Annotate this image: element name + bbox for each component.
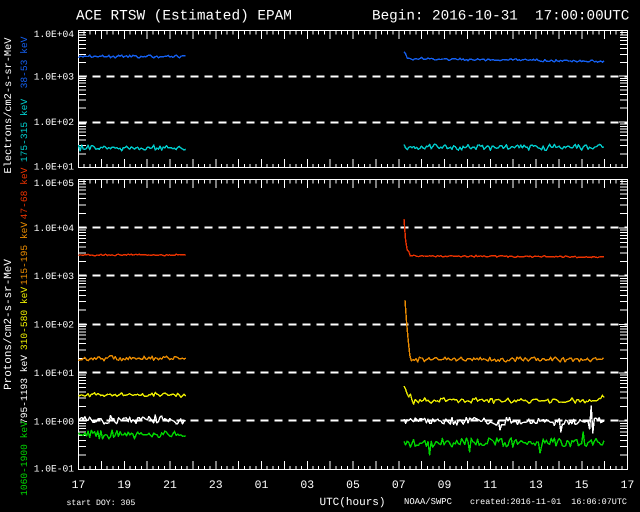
svg-text:05: 05 — [346, 480, 360, 492]
svg-text:38-53 keV: 38-53 keV — [19, 36, 30, 88]
svg-text:21: 21 — [163, 480, 177, 492]
svg-text:UTC(hours): UTC(hours) — [319, 497, 385, 509]
svg-text:11: 11 — [483, 480, 497, 492]
svg-text:1.0E-01: 1.0E-01 — [34, 464, 75, 475]
svg-text:1.0E+03: 1.0E+03 — [34, 271, 75, 282]
svg-text:1.0E+01: 1.0E+01 — [34, 161, 75, 172]
svg-text:23: 23 — [209, 480, 223, 492]
svg-text:19: 19 — [117, 480, 131, 492]
svg-text:NOAA/SWPC: NOAA/SWPC — [404, 497, 452, 507]
svg-text:Electrons/cm2-s-sr-MeV: Electrons/cm2-s-sr-MeV — [3, 37, 15, 174]
svg-text:start DOY: 305: start DOY: 305 — [67, 499, 136, 508]
svg-text:310-580 keV: 310-580 keV — [19, 287, 30, 351]
svg-text:1.0E+02: 1.0E+02 — [34, 117, 75, 128]
svg-text:1.0E+03: 1.0E+03 — [34, 72, 75, 83]
svg-text:03: 03 — [300, 480, 314, 492]
svg-text:17: 17 — [621, 480, 635, 492]
svg-text:created:2016-11-01 16:06:07UT: created:2016-11-01 16:06:07UTC — [470, 497, 627, 507]
svg-text:47-68 keV: 47-68 keV — [19, 167, 30, 219]
svg-text:1.0E+04: 1.0E+04 — [34, 29, 75, 40]
svg-text:795-1193 keV: 795-1193 keV — [19, 355, 30, 424]
svg-text:1.0E+04: 1.0E+04 — [34, 223, 75, 234]
svg-text:1.0E+01: 1.0E+01 — [34, 368, 75, 379]
svg-text:Protons/cm2-s-sr-MeV: Protons/cm2-s-sr-MeV — [3, 259, 15, 390]
svg-text:07: 07 — [392, 480, 406, 492]
svg-text:1060-1900 keV: 1060-1900 keV — [19, 421, 30, 496]
svg-text:09: 09 — [438, 480, 452, 492]
svg-text:1.0E+05: 1.0E+05 — [34, 178, 75, 189]
svg-text:15: 15 — [575, 480, 589, 492]
svg-text:01: 01 — [255, 480, 269, 492]
svg-text:13: 13 — [529, 480, 543, 492]
svg-text:115-195 keV: 115-195 keV — [19, 222, 30, 286]
svg-text:175-315 keV: 175-315 keV — [19, 99, 30, 163]
svg-text:1.0E+02: 1.0E+02 — [34, 320, 75, 331]
svg-text:ACE RTSW (Estimated) EPAM: ACE RTSW (Estimated) EPAM — [76, 9, 292, 25]
svg-text:17: 17 — [72, 480, 86, 492]
svg-text:1.0E+00: 1.0E+00 — [34, 416, 75, 427]
svg-text:Begin: 2016-10-31 17:00:00UTC: Begin: 2016-10-31 17:00:00UTC — [372, 9, 629, 25]
